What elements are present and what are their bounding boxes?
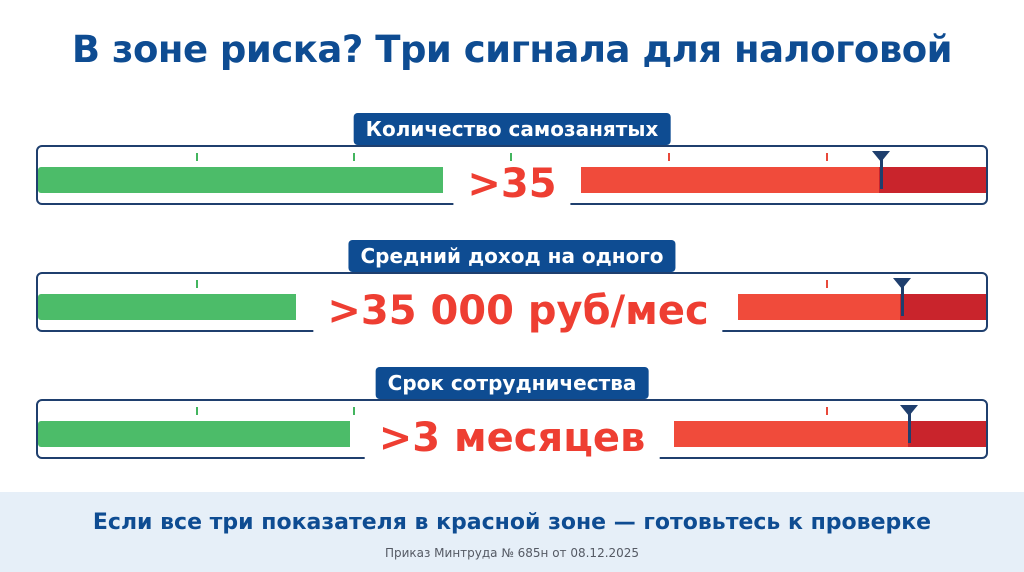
gauge-label: Средний доход на одного	[348, 240, 676, 272]
gauge-average-income: Средний доход на одного >35 000 руб/мес	[36, 240, 988, 338]
scale-tick	[196, 407, 198, 415]
threshold-value: >35	[453, 161, 571, 211]
gauge-cooperation-period: Срок сотрудничества >3 месяцев	[36, 367, 988, 465]
marker-triangle-icon	[893, 278, 911, 289]
scale-tick	[826, 153, 828, 161]
scale-tick	[826, 280, 828, 288]
threshold-value: >3 месяцев	[364, 415, 660, 465]
marker-line	[880, 159, 883, 189]
footer-source-note: Приказ Минтруда № 685н от 08.12.2025	[384, 546, 640, 560]
scale-tick	[353, 153, 355, 161]
scale-tick	[668, 153, 670, 161]
scale-tick	[196, 280, 198, 288]
gauge-frame: >3 месяцев	[36, 399, 988, 465]
gauge-label: Срок сотрудничества	[375, 367, 649, 399]
scale-tick	[826, 407, 828, 415]
gauge-frame: >35	[36, 145, 988, 211]
green-zone-bar	[38, 421, 350, 447]
green-zone-bar	[38, 294, 296, 320]
marker-line	[908, 413, 911, 443]
critical-zone-bar	[900, 294, 986, 320]
scale-tick	[196, 153, 198, 161]
green-zone-bar	[38, 167, 443, 193]
gauge-frame: >35 000 руб/мес	[36, 272, 988, 338]
footer-banner: Если все три показателя в красной зоне —…	[0, 492, 1024, 572]
scale-tick	[510, 153, 512, 161]
critical-zone-bar	[879, 167, 986, 193]
marker-line	[901, 286, 904, 316]
page-title: В зоне риска? Три сигнала для налоговой	[71, 28, 953, 71]
threshold-value: >35 000 руб/мес	[313, 288, 723, 338]
gauge-label: Количество самозанятых	[353, 113, 671, 145]
marker-triangle-icon	[872, 151, 890, 162]
critical-zone-bar	[908, 421, 986, 447]
marker-triangle-icon	[900, 405, 918, 416]
gauge-self-employed-count: Количество самозанятых >35	[36, 113, 988, 211]
footer-message: Если все три показателя в красной зоне —…	[92, 510, 932, 535]
scale-tick	[353, 407, 355, 415]
